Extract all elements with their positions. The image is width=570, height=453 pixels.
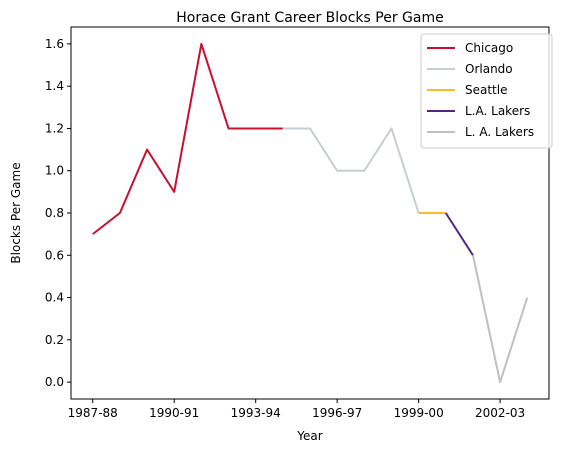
series-line-4 [444,212,474,256]
series-line-2 [282,127,420,214]
y-tick-label: 0.6 [45,248,64,262]
x-tick-label: 2002-03 [475,406,525,420]
x-tick-label: 1990-91 [149,406,199,420]
series-line-5 [471,255,529,384]
y-axis-title: Blocks Per Game [9,162,23,263]
y-tick-label: 0.8 [45,206,64,220]
x-tick-label: 1996-97 [312,406,362,420]
y-tick-label: 1.6 [45,37,64,51]
y-tick-label: 1.0 [45,164,64,178]
legend-entry: Seattle [465,83,507,97]
legend: Chicago Orlando Seattle L.A. Lakers L. A. La… [420,33,553,149]
y-tick-label: 1.2 [45,121,64,135]
y-tick-label: 0.2 [45,333,64,347]
legend-box [420,33,553,149]
x-axis-title: Year [296,429,322,443]
legend-entry: Orlando [465,62,513,76]
x-axis: 1987-88 1990-91 1993-94 1996-97 1999-00 2002-… [68,399,525,420]
x-tick-label: 1993-94 [231,406,281,420]
chart-title: Horace Grant Career Blocks Per Game [176,10,443,26]
legend-entry: Chicago [465,41,513,55]
legend-entry: L. A. Lakers [465,125,534,139]
y-axis: 0.0 0.2 0.4 0.6 0.8 1.0 1.2 1.4 1.6 [45,37,71,389]
series-line-1 [92,42,283,235]
y-tick-label: 0.0 [45,375,64,389]
legend-entry: L.A. Lakers [465,104,530,118]
series-lines [92,42,529,384]
y-tick-label: 1.4 [45,79,64,93]
y-tick-label: 0.4 [45,291,64,305]
x-tick-label: 1987-88 [68,406,118,420]
x-tick-label: 1999-00 [394,406,444,420]
